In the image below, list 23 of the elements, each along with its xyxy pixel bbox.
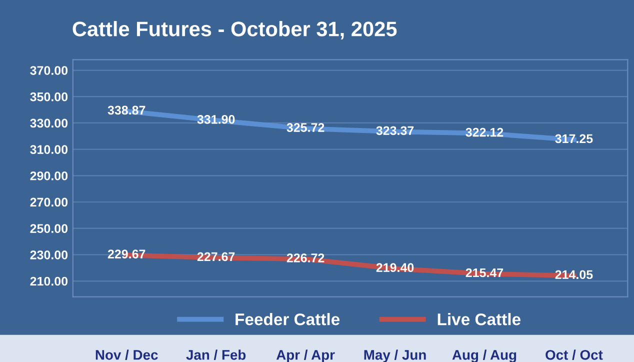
y-tick-label: 210.00 — [30, 276, 68, 286]
data-label: 214.05 — [555, 270, 593, 280]
x-tick-label: Oct / Oct — [546, 350, 603, 360]
legend-label: Live Cattle — [438, 313, 520, 326]
y-tick-label: 330.00 — [30, 118, 68, 128]
x-tick-label: Jan / Feb — [186, 350, 246, 360]
y-tick-label: 310.00 — [30, 145, 68, 154]
data-label: 322.12 — [466, 128, 504, 137]
y-tick-label: 290.00 — [30, 171, 68, 180]
y-tick-label: 270.00 — [30, 198, 68, 207]
y-tick-label: 370.00 — [30, 66, 68, 75]
data-label: 229.67 — [108, 250, 146, 258]
data-label: 323.37 — [376, 126, 414, 136]
y-tick-label: 230.00 — [30, 250, 68, 260]
data-label: 331.90 — [197, 114, 235, 124]
chart-title: Cattle Futures - October 31, 2025 — [72, 21, 397, 40]
data-label: 338.87 — [108, 106, 146, 115]
y-tick-label: 250.00 — [30, 224, 68, 233]
legend-label: Feeder Cattle — [236, 313, 340, 326]
y-tick-label: 350.00 — [30, 92, 68, 102]
data-label: 317.25 — [555, 134, 593, 144]
data-label: 325.72 — [286, 123, 324, 132]
x-tick-label: Nov / Dec — [96, 350, 158, 360]
